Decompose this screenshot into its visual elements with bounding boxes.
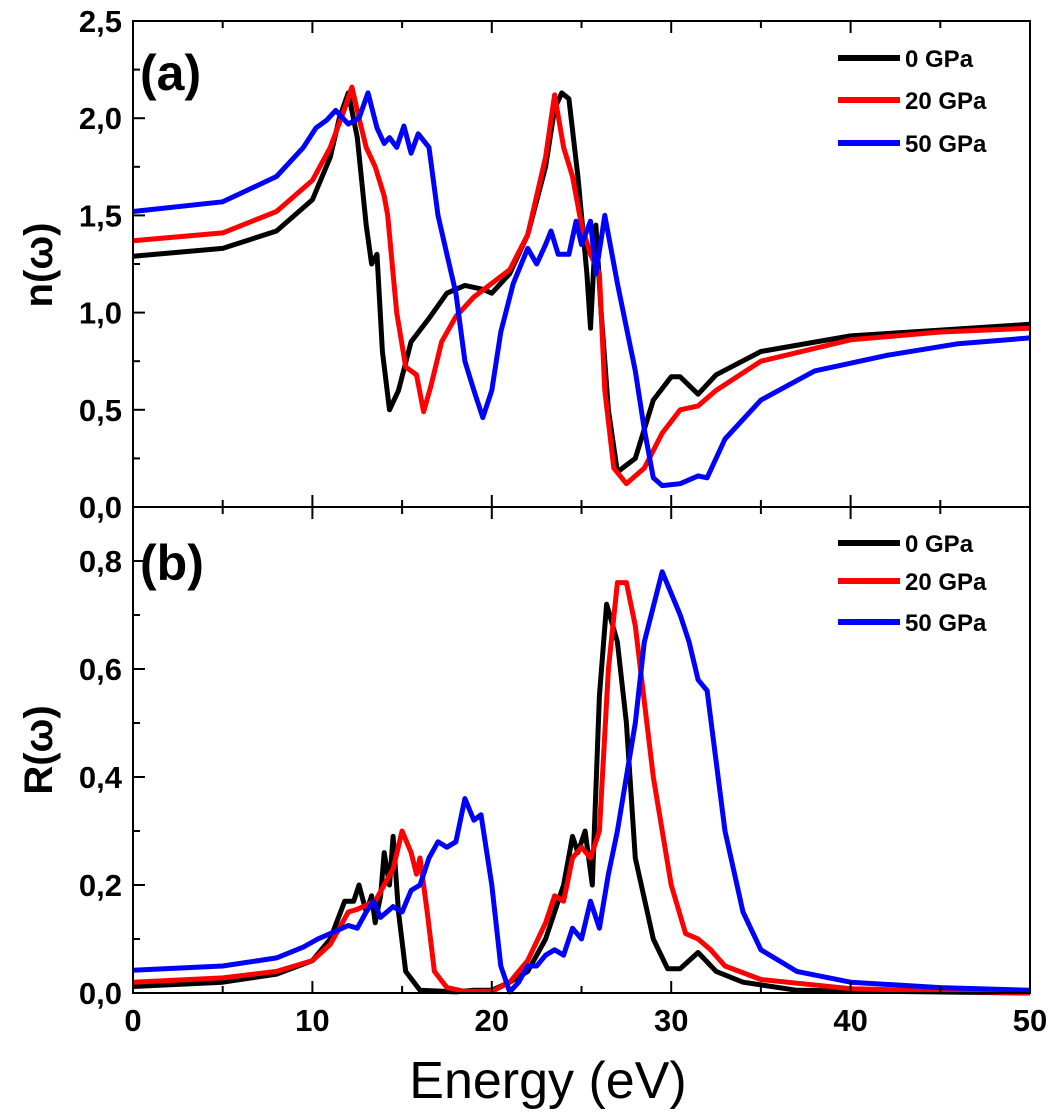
legend-label: 50 GPa [905, 610, 987, 637]
y-tick-label: 0,6 [79, 652, 122, 687]
y-tick-label: 2,5 [79, 4, 122, 39]
x-tick-label: 10 [295, 1003, 329, 1038]
legend-label: 20 GPa [905, 88, 987, 115]
y-tick-label: 0,0 [79, 490, 122, 525]
x-tick-label: 20 [475, 1003, 509, 1038]
x-axis-label: Energy (eV) [409, 1052, 686, 1110]
y-axis-label: R(ω) [17, 705, 61, 794]
series-line-50-gpa [132, 569, 1031, 995]
legend-label: 50 GPa [905, 131, 987, 158]
x-tick-label: 40 [833, 1003, 867, 1038]
series-line-0-gpa [132, 90, 1031, 475]
x-tick-label: 30 [654, 1003, 688, 1038]
y-tick-label: 0,5 [79, 393, 122, 428]
y-tick-label: 0,0 [79, 976, 122, 1011]
plot-frame [132, 20, 1031, 508]
y-tick-label: 1,5 [79, 198, 122, 233]
x-tick-label: 0 [124, 1003, 141, 1038]
series-line-20-gpa [132, 84, 1031, 487]
panel-b-reflectivity: 0 10 20 30 40 50 0,0 0,2 0,4 0,6 0,8 R(ω) (b) 0 GPa 20… [17, 506, 1047, 1038]
legend-label: 20 GPa [905, 569, 987, 596]
legend-label: 0 GPa [905, 531, 974, 558]
panel-label: (a) [140, 45, 201, 101]
y-tick-label: 0,8 [79, 544, 122, 579]
y-axis-label: n(ω) [17, 223, 61, 308]
legend-label: 0 GPa [905, 46, 974, 73]
y-tick-label: 1,0 [79, 296, 122, 331]
y-tick-label: 0,2 [79, 868, 122, 903]
x-tick-label: 50 [1013, 1003, 1047, 1038]
y-tick-label: 2,0 [79, 101, 122, 136]
panel-a-refractive-index: 0,0 0,5 1,0 1,5 2,0 2,5 n(ω) (a) 0 GPa 20 GPa 50 G… [17, 4, 1031, 525]
y-tick-label: 0,4 [79, 760, 123, 795]
panel-label: (b) [140, 535, 204, 591]
series-line-50-gpa [132, 90, 1031, 489]
